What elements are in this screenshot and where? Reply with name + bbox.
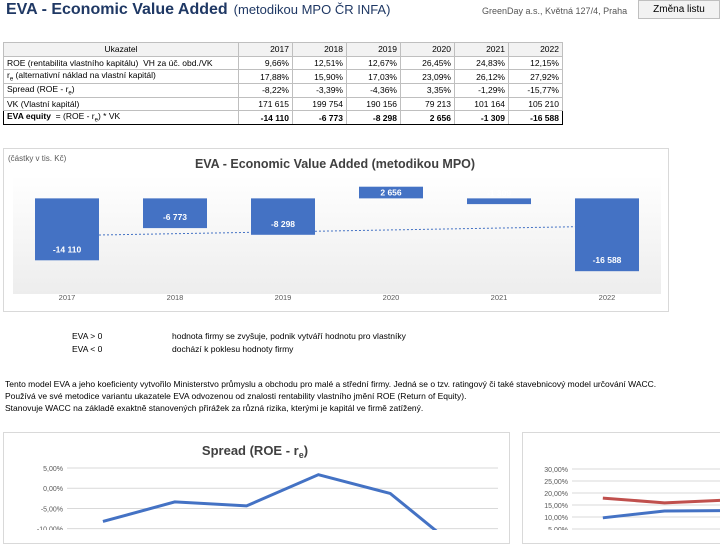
roe-re-y-tick-label: 10,00% bbox=[544, 515, 568, 522]
page-subtitle: (metodikou MPO ČR INFA) bbox=[233, 2, 391, 17]
spread-y-tick-label: 0,00% bbox=[43, 486, 63, 493]
column-header-year: 2018 bbox=[292, 42, 347, 57]
eva-x-tick-label: 2017 bbox=[59, 293, 76, 302]
eva-x-tick-label: 2019 bbox=[275, 293, 292, 302]
table-cell[interactable]: 9,66% bbox=[238, 55, 293, 71]
eva-x-tick-label: 2020 bbox=[383, 293, 400, 302]
table-row-re: re (alternativní náklad na vlastní kapit… bbox=[3, 69, 563, 84]
roe-re-y-tick-label: 30,00% bbox=[544, 467, 568, 474]
row-label: Spread (ROE - re) bbox=[3, 82, 239, 98]
legend-positive-text: hodnota firmy se zvyšuje, podnik vytváří… bbox=[172, 331, 406, 341]
table-cell[interactable]: 15,90% bbox=[292, 69, 347, 84]
table-cell[interactable]: 26,12% bbox=[454, 69, 509, 84]
column-header-year: 2019 bbox=[346, 42, 401, 57]
eva-bar bbox=[359, 186, 423, 199]
eva-data-label: -1 309 bbox=[487, 188, 511, 198]
table-row-spread: Spread (ROE - re) -8,22% -3,39% -4,36% 3… bbox=[3, 82, 563, 98]
eva-data-label: -16 588 bbox=[593, 255, 622, 265]
column-header-year: 2021 bbox=[454, 42, 509, 57]
description-paragraph: Tento model EVA a jeho koeficienty vytvo… bbox=[5, 379, 657, 389]
roe-re-y-tick-label: 5,00% bbox=[548, 527, 568, 530]
row-label: re (alternativní náklad na vlastní kapit… bbox=[3, 69, 239, 84]
spread-line-chart: Spread (ROE - re) 5,00% 0,00% -5,00% -10,00… bbox=[37, 443, 498, 530]
table-cell[interactable]: -6 773 bbox=[292, 110, 347, 125]
unit-note: (částky v tis. Kč) bbox=[8, 154, 67, 163]
table-row-vk: VK (Vlastní kapitál) 171 615 199 754 190… bbox=[3, 96, 563, 112]
eva-x-tick-label: 2021 bbox=[491, 293, 508, 302]
table-cell[interactable]: -14 110 bbox=[238, 110, 293, 125]
row-label: ROE (rentabilita vlastního kapitálu) VH … bbox=[3, 55, 239, 71]
table-header-row: Ukazatel 2017 2018 2019 2020 2021 2022 bbox=[3, 42, 563, 57]
table-cell[interactable]: -8,22% bbox=[238, 82, 293, 98]
table-cell[interactable]: 199 754 bbox=[292, 96, 347, 112]
row-label: VK (Vlastní kapitál) bbox=[3, 96, 239, 112]
spread-series-line bbox=[102, 473, 438, 530]
table-cell[interactable]: 12,51% bbox=[292, 55, 347, 71]
legend-negative-text: dochází k poklesu hodnoty firmy bbox=[172, 344, 294, 354]
table-cell[interactable]: 17,88% bbox=[238, 69, 293, 84]
eva-chart-title: EVA - Economic Value Added (metodikou MP… bbox=[195, 157, 475, 171]
legend-negative-key: EVA < 0 bbox=[72, 344, 103, 354]
table-cell[interactable]: -1 309 bbox=[454, 110, 509, 125]
roe-re-y-tick-label: 25,00% bbox=[544, 479, 568, 486]
spread-y-tick-label: -10,00% bbox=[37, 527, 63, 530]
roe-re-series-line bbox=[602, 509, 720, 520]
table-cell[interactable]: 12,67% bbox=[346, 55, 401, 71]
table-row-eva: EVA equity = (ROE - re) * VK -14 110 -6 … bbox=[3, 110, 563, 125]
eva-bar bbox=[467, 198, 531, 205]
kpi-table: Ukazatel 2017 2018 2019 2020 2021 2022 R… bbox=[3, 42, 563, 125]
spread-y-tick-label: 5,00% bbox=[43, 466, 63, 473]
eva-bar bbox=[251, 198, 315, 235]
table-cell[interactable]: -4,36% bbox=[346, 82, 401, 98]
table-cell[interactable]: 190 156 bbox=[346, 96, 401, 112]
table-cell[interactable]: 27,92% bbox=[508, 69, 563, 84]
table-cell[interactable]: -15,77% bbox=[508, 82, 563, 98]
table-cell[interactable]: 26,45% bbox=[400, 55, 455, 71]
table-cell[interactable]: 171 615 bbox=[238, 96, 293, 112]
table-cell[interactable]: 12,15% bbox=[508, 55, 563, 71]
table-cell[interactable]: 2 656 bbox=[400, 110, 455, 125]
table-cell[interactable]: 79 213 bbox=[400, 96, 455, 112]
spread-chart-title: Spread (ROE - re) bbox=[202, 443, 308, 460]
eva-data-label: -8 298 bbox=[271, 219, 295, 229]
table-cell[interactable]: 24,83% bbox=[454, 55, 509, 71]
table-cell[interactable]: 3,35% bbox=[400, 82, 455, 98]
company-info: GreenDay a.s., Květná 127/4, Praha bbox=[482, 6, 628, 16]
table-cell[interactable]: -8 298 bbox=[346, 110, 401, 125]
column-header-year: 2020 bbox=[400, 42, 455, 57]
legend-positive-key: EVA > 0 bbox=[72, 331, 103, 341]
eva-x-tick-label: 2022 bbox=[599, 293, 616, 302]
roe-re-series-line bbox=[602, 496, 720, 505]
eva-data-label: -14 110 bbox=[53, 244, 82, 254]
column-header-indicator: Ukazatel bbox=[3, 42, 239, 57]
table-cell[interactable]: 101 164 bbox=[454, 96, 509, 112]
eva-x-tick-label: 2018 bbox=[167, 293, 184, 302]
description-paragraph: Používá ve své metodice variantu ukazate… bbox=[5, 391, 467, 401]
row-label: EVA equity = (ROE - re) * VK bbox=[3, 110, 239, 125]
table-cell[interactable]: -1,29% bbox=[454, 82, 509, 98]
eva-data-label: -6 773 bbox=[163, 212, 187, 222]
page-title: EVA - Economic Value Added (metodikou MPO… bbox=[6, 1, 391, 18]
eva-bar bbox=[35, 198, 99, 261]
description-paragraph: Stanovuje WACC na základě exaktně stanov… bbox=[5, 403, 424, 413]
eva-bar-chart: EVA - Economic Value Added (metodikou MP… bbox=[13, 157, 661, 302]
roe-re-y-tick-label: 15,00% bbox=[544, 503, 568, 510]
table-cell[interactable]: 23,09% bbox=[400, 69, 455, 84]
roe-re-line-chart: 30,00% 25,00% 20,00% 15,00% 10,00% 5,00% bbox=[544, 467, 720, 530]
table-row-roe: ROE (rentabilita vlastního kapitálu) VH … bbox=[3, 55, 563, 71]
eva-data-label: 2 656 bbox=[380, 188, 402, 198]
table-cell[interactable]: -3,39% bbox=[292, 82, 347, 98]
table-cell[interactable]: 17,03% bbox=[346, 69, 401, 84]
table-cell[interactable]: -16 588 bbox=[508, 110, 563, 125]
spread-y-tick-label: -5,00% bbox=[41, 506, 63, 513]
column-header-year: 2017 bbox=[238, 42, 293, 57]
eva-bar bbox=[143, 198, 207, 229]
column-header-year: 2022 bbox=[508, 42, 563, 57]
roe-re-y-tick-label: 20,00% bbox=[544, 491, 568, 498]
table-cell[interactable]: 105 210 bbox=[508, 96, 563, 112]
change-sheet-button[interactable]: Změna listu bbox=[638, 0, 720, 19]
eva-bar bbox=[575, 198, 639, 272]
